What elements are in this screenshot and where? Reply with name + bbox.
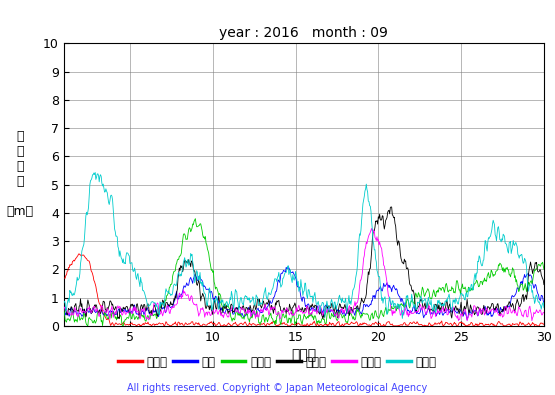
- X-axis label: （日）: （日）: [291, 348, 316, 362]
- Legend: 上ノ国, 唐桑, 石廈崎, 経ヶ岸, 生月島, 屋久島: 上ノ国, 唐桑, 石廈崎, 経ヶ岸, 生月島, 屋久島: [114, 351, 441, 373]
- Text: All rights reserved. Copyright © Japan Meteorological Agency: All rights reserved. Copyright © Japan M…: [128, 383, 427, 393]
- Text: 有
義
波
高

（m）: 有 義 波 高 （m）: [7, 130, 34, 218]
- Title: year : 2016   month : 09: year : 2016 month : 09: [219, 26, 388, 40]
